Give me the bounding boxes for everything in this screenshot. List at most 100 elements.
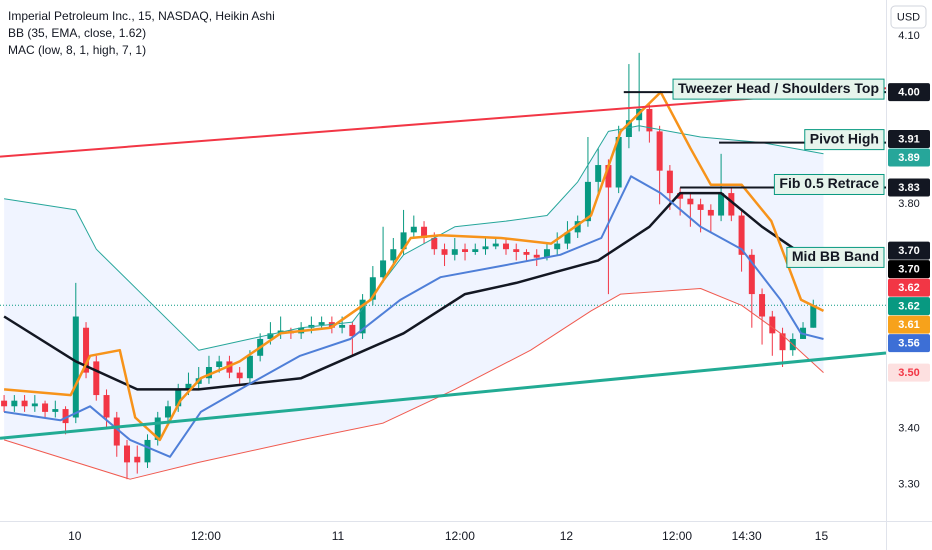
price-label: 3.62 bbox=[898, 282, 919, 294]
price-label: 3.91 bbox=[898, 133, 919, 145]
candle-body bbox=[103, 395, 110, 418]
price-label-box bbox=[888, 334, 930, 353]
candle-body bbox=[1, 400, 8, 407]
candle-body bbox=[564, 232, 571, 244]
overlay: Tweezer Head / Shoulders Top Pivot High Fi… bbox=[68, 30, 930, 543]
price-label-box bbox=[888, 297, 930, 316]
candle-body bbox=[42, 403, 49, 412]
indicator-line bbox=[3, 175, 824, 458]
candle-body bbox=[380, 260, 387, 278]
candle-body bbox=[697, 204, 704, 210]
candle-body bbox=[144, 439, 151, 463]
price-label-box bbox=[888, 241, 930, 260]
candle-body bbox=[359, 299, 366, 334]
y-tick-label: 4.10 bbox=[898, 30, 919, 42]
annotation-label: Tweezer Head / Shoulders Top bbox=[678, 80, 879, 96]
candle-body bbox=[185, 383, 192, 390]
price-label: 3.50 bbox=[898, 367, 919, 379]
candle-body bbox=[666, 170, 673, 194]
candle-body bbox=[707, 209, 714, 216]
x-tick-label: 14:30 bbox=[732, 529, 762, 543]
currency-box[interactable] bbox=[890, 5, 927, 29]
candle-body bbox=[738, 215, 745, 255]
price-label: 3.89 bbox=[898, 152, 919, 164]
candle-body bbox=[482, 246, 489, 250]
price-label: 3.83 bbox=[898, 182, 919, 194]
candle-body bbox=[462, 249, 469, 253]
candle-body bbox=[349, 324, 356, 337]
price-label-box bbox=[888, 83, 930, 102]
indicator-legend: MAC (low, 8, 1, high, 7, 1) bbox=[8, 43, 146, 57]
candle-body bbox=[410, 226, 417, 233]
candle-body bbox=[421, 226, 428, 238]
annotation-label: Pivot High bbox=[810, 130, 879, 146]
candle-body bbox=[246, 355, 253, 379]
candle-body bbox=[72, 316, 79, 418]
candle-body bbox=[687, 198, 694, 205]
indicator-line bbox=[3, 90, 825, 442]
price-label-box bbox=[888, 148, 930, 167]
band-fill bbox=[4, 125, 824, 480]
candle-body bbox=[574, 221, 581, 233]
price-label: 3.70 bbox=[898, 245, 919, 257]
candle-body bbox=[31, 403, 38, 407]
candle-body bbox=[216, 361, 223, 368]
price-label-box bbox=[888, 260, 930, 279]
candle-body bbox=[748, 254, 755, 295]
price-label: 4.00 bbox=[898, 87, 919, 99]
candle-body bbox=[605, 165, 612, 188]
candle-body bbox=[523, 252, 530, 255]
candle-body bbox=[134, 456, 141, 463]
candle-body bbox=[62, 409, 69, 424]
currency[interactable]: USD bbox=[897, 11, 920, 23]
x-tick-label: 12:00 bbox=[445, 529, 475, 543]
candle-body bbox=[93, 361, 100, 396]
candle-body bbox=[492, 243, 499, 247]
price-label-box bbox=[888, 129, 930, 148]
candle-body bbox=[769, 316, 776, 334]
price-label: 3.62 bbox=[898, 301, 919, 313]
indicator-legend: BB (35, EMA, close, 1.62) bbox=[8, 26, 146, 40]
candle-body bbox=[205, 367, 212, 379]
candle-body bbox=[21, 400, 28, 407]
candle-body bbox=[52, 409, 59, 412]
candle-body bbox=[451, 249, 458, 255]
candle-body bbox=[369, 277, 376, 300]
y-tick-label: 3.40 bbox=[898, 423, 919, 435]
x-tick-label: 15 bbox=[815, 529, 829, 543]
annotation-box bbox=[672, 78, 885, 100]
chart-title: Imperial Petroleum Inc., 15, NASDAQ, Hei… bbox=[8, 9, 275, 23]
candle-body bbox=[728, 193, 735, 216]
annotation-box bbox=[804, 129, 885, 151]
candle-body bbox=[339, 324, 346, 328]
annotation-label: Fib 0.5 Retrace bbox=[779, 175, 879, 191]
annotation-box bbox=[773, 173, 885, 195]
candle-body bbox=[431, 237, 438, 250]
annotation-box bbox=[786, 246, 885, 268]
candle-body bbox=[595, 165, 602, 182]
candle-body bbox=[646, 108, 653, 132]
y-tick-label: 3.80 bbox=[898, 198, 919, 210]
candle-body bbox=[554, 243, 561, 250]
price-label: 3.56 bbox=[898, 338, 919, 350]
candle-body bbox=[83, 327, 90, 373]
candle-body bbox=[318, 322, 325, 325]
candle-body bbox=[124, 445, 131, 463]
candle-body bbox=[513, 249, 520, 253]
x-tick-label: 12:00 bbox=[662, 529, 692, 543]
candle-body bbox=[656, 131, 663, 171]
indicator-line bbox=[4, 125, 824, 351]
price-label-box bbox=[888, 278, 930, 297]
annotation-label: Mid BB Band bbox=[792, 248, 879, 264]
candle-body bbox=[328, 322, 335, 328]
candle-body bbox=[113, 417, 120, 446]
candle-body bbox=[584, 181, 591, 222]
candle-body bbox=[441, 249, 448, 255]
candle-body bbox=[267, 333, 274, 339]
candle-body bbox=[677, 193, 684, 199]
price-label: 3.61 bbox=[898, 319, 919, 331]
candle-body bbox=[810, 305, 817, 328]
candle-body bbox=[625, 120, 632, 137]
